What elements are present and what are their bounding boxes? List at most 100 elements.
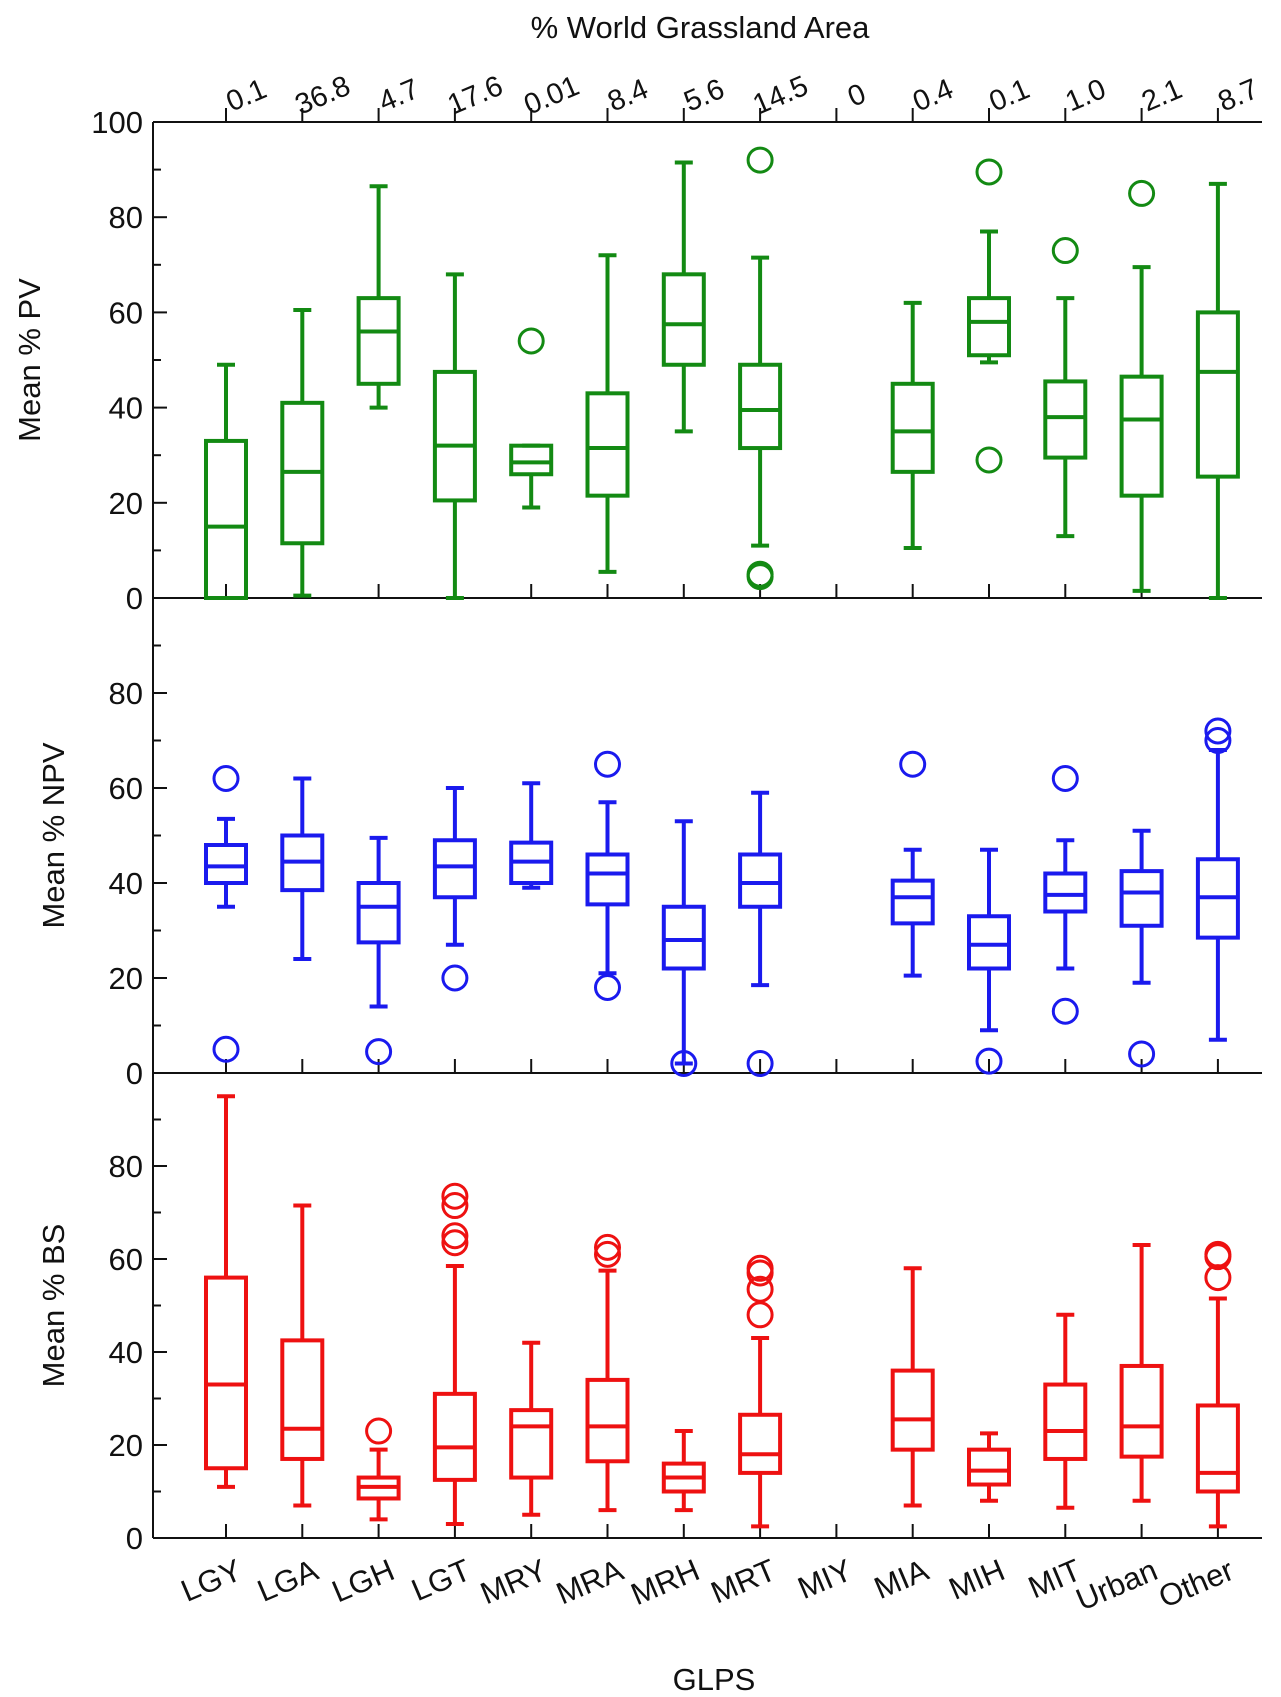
box-npv-mia: [890, 750, 935, 978]
area-percent-label: 17.6: [443, 70, 507, 122]
outlier-point: [441, 1229, 469, 1257]
box-pv-mra: [585, 253, 630, 574]
area-percent-label: 2.1: [1137, 73, 1187, 118]
area-percent-label: 36.8: [291, 70, 355, 122]
box-iqr: [738, 852, 783, 909]
y-tick-label: 60: [109, 1242, 143, 1277]
box-iqr: [585, 1377, 630, 1464]
box-npv-lgt: [432, 786, 477, 992]
area-percent-label: 1.0: [1061, 73, 1111, 118]
y-tick-label: 20: [109, 961, 143, 996]
panel-bs: 0 20 40 60 80 Mean % BS: [36, 1094, 1262, 1556]
box-bs-urban: [1119, 1243, 1164, 1503]
outlier-point: [1051, 237, 1079, 265]
box-bs-mit: [1043, 1312, 1088, 1510]
box-iqr: [585, 391, 630, 498]
outlier-point: [1204, 1243, 1232, 1271]
box-iqr: [967, 914, 1011, 971]
category-label: MIH: [944, 1552, 1010, 1606]
panel-pv: 0 20 40 60 80 100 Mean % PV: [12, 105, 1262, 616]
box-iqr: [356, 296, 401, 386]
box-iqr: [585, 852, 630, 907]
box-pv-mrh: [661, 160, 706, 434]
box-iqr: [432, 1391, 477, 1482]
category-label: LGH: [327, 1552, 399, 1609]
outlier-point: [746, 1050, 774, 1077]
y-tick-label: 0: [126, 581, 143, 616]
category-label: MRT: [706, 1552, 781, 1610]
outlier-point: [746, 1301, 774, 1329]
outlier-point: [1128, 1040, 1156, 1068]
box-iqr: [509, 1408, 554, 1480]
category-label: MRY: [475, 1552, 552, 1611]
box-pv-lga: [280, 308, 325, 598]
y-tick-label: 60: [109, 771, 143, 806]
box-npv-mrt: [738, 790, 783, 1077]
category-label: MRH: [626, 1552, 705, 1612]
outlier-point: [746, 146, 774, 174]
outlier-point: [365, 1038, 393, 1066]
outlier-point: [1051, 765, 1079, 792]
outlier-point: [365, 1417, 393, 1445]
box-npv-mry: [509, 781, 554, 890]
box-npv-mrh: [661, 819, 706, 1077]
box-iqr: [1043, 1382, 1088, 1461]
box-iqr: [967, 1447, 1011, 1487]
box-bs-mih: [967, 1431, 1011, 1503]
outlier-point: [441, 964, 469, 992]
outlier-point: [212, 1035, 240, 1063]
category-label: MIY: [793, 1552, 857, 1606]
plot-area: 0 20 40 60 80 100 Mean % PV 0 20 40 60 80 Mean % NPV…: [12, 70, 1263, 1617]
area-percent-label: 4.7: [374, 73, 424, 118]
box-pv-other: [1195, 181, 1240, 600]
box-iqr: [432, 369, 477, 503]
outlier-point: [899, 750, 927, 778]
outlier-point: [746, 1259, 774, 1287]
outlier-point: [594, 974, 621, 1001]
category-label: Other: [1154, 1552, 1239, 1615]
area-percent-label: 0.4: [908, 73, 958, 118]
outlier-point: [441, 1192, 469, 1220]
box-iqr: [738, 1412, 783, 1475]
box-bs-lgh: [356, 1417, 401, 1522]
box-iqr: [1195, 310, 1240, 479]
area-percent-label: 8.4: [603, 73, 653, 118]
outlier-point: [517, 327, 545, 355]
box-iqr: [1043, 379, 1088, 460]
box-iqr: [738, 362, 783, 451]
box-pv-lgy: [204, 362, 248, 601]
box-bs-mra: [585, 1233, 630, 1513]
chart-title: % World Grassland Area: [531, 10, 871, 45]
box-iqr: [890, 381, 935, 474]
outlier-point: [975, 158, 1003, 186]
box-iqr: [1119, 1363, 1164, 1459]
box-iqr: [204, 1275, 248, 1471]
box-pv-mrt: [738, 146, 783, 591]
outlier-point: [1204, 727, 1232, 754]
box-iqr: [1119, 374, 1164, 498]
box-iqr: [280, 1338, 325, 1461]
y-tick-label: 80: [109, 200, 143, 235]
box-bs-mia: [890, 1266, 935, 1508]
outlier-point: [441, 1182, 469, 1210]
box-pv-lgh: [356, 184, 401, 410]
category-label: LGY: [176, 1552, 247, 1608]
area-percent-label: 0.1: [222, 73, 272, 118]
box-bs-lgy: [204, 1094, 248, 1489]
box-iqr: [1119, 869, 1164, 928]
box-pv-mih: [967, 158, 1011, 474]
y-tick-label: 0: [126, 1056, 143, 1091]
y-axis-title: Mean % BS: [36, 1224, 71, 1388]
y-tick-label: 40: [109, 391, 143, 426]
outlier-point: [975, 446, 1003, 474]
outlier-point: [746, 1275, 774, 1303]
y-tick-label: 100: [91, 105, 143, 140]
box-iqr: [509, 443, 554, 477]
y-tick-label: 80: [109, 676, 143, 711]
box-bs-mry: [509, 1340, 554, 1517]
box-iqr: [356, 881, 401, 945]
area-percent-label: 0: [843, 78, 870, 114]
y-tick-label: 40: [109, 1335, 143, 1370]
box-npv-other: [1195, 717, 1240, 1042]
